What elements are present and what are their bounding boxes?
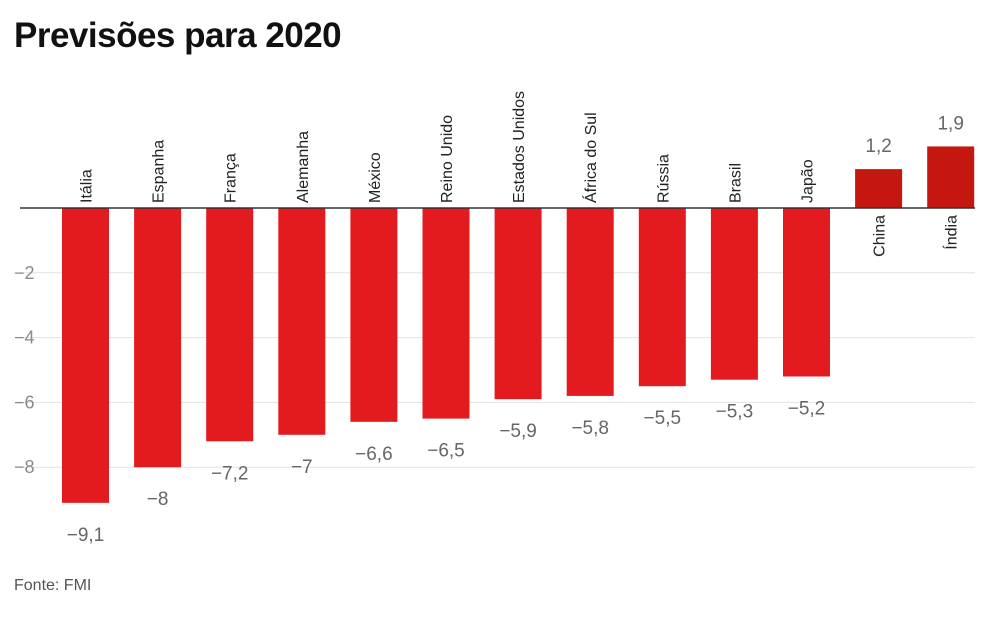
value-label: −7: [291, 457, 313, 478]
category-label: Reino Unido: [439, 115, 456, 203]
bar: [206, 208, 254, 442]
bar: [927, 146, 975, 208]
value-label: −7,2: [211, 463, 249, 484]
value-label: −5,9: [499, 421, 537, 442]
value-label: −6,5: [427, 441, 465, 462]
bar: [494, 208, 542, 400]
category-label: China: [872, 215, 889, 257]
bar: [422, 208, 470, 419]
category-label: Espanha: [151, 140, 168, 203]
bar: [134, 208, 182, 468]
category-label: África do Sul: [581, 112, 600, 203]
y-tick-label: −6: [14, 392, 35, 412]
value-label: −9,1: [67, 525, 105, 546]
category-label: Índia: [942, 215, 961, 250]
y-tick-label: −4: [14, 328, 35, 348]
bar: [710, 208, 758, 380]
bar: [855, 169, 903, 208]
category-label: Estados Unidos: [511, 91, 528, 203]
value-label: −6,6: [355, 444, 393, 465]
value-label: 1,2: [865, 136, 891, 157]
value-label: 1,9: [937, 113, 963, 134]
y-tick-label: −8: [14, 457, 35, 477]
bar: [350, 208, 398, 422]
value-label: −5,3: [716, 402, 754, 423]
category-label: França: [223, 153, 240, 203]
bar: [62, 208, 109, 503]
y-tick-label: −2: [14, 263, 35, 283]
category-label: Brasil: [727, 163, 744, 203]
value-label: −8: [147, 489, 169, 510]
bar: [278, 208, 326, 435]
source-note: Fonte: FMI: [14, 577, 92, 594]
bar: [638, 208, 686, 387]
category-label: México: [367, 152, 384, 203]
value-label: −5,2: [788, 398, 826, 419]
chart-title: Previsões para 2020: [14, 16, 342, 55]
bar: [566, 208, 614, 396]
category-label: Japão: [800, 159, 817, 203]
value-label: −5,8: [571, 418, 609, 439]
bar: [783, 208, 830, 377]
value-label: −5,5: [644, 408, 682, 429]
bars: [62, 146, 975, 503]
category-label: Itália: [79, 169, 96, 203]
labels: −2 −4 −6 −8 Itália −9,1 Espanha −8 França −7,2 Ale…: [14, 91, 964, 546]
category-label: Rússia: [655, 154, 672, 203]
category-label: Alemanha: [295, 131, 312, 203]
